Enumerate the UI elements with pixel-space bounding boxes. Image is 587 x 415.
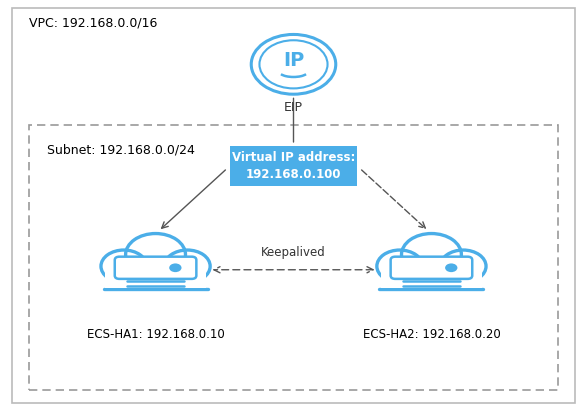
FancyBboxPatch shape <box>381 268 482 288</box>
Text: ECS-HA2: 192.168.0.20: ECS-HA2: 192.168.0.20 <box>363 328 500 341</box>
FancyBboxPatch shape <box>12 8 575 403</box>
Circle shape <box>164 250 210 283</box>
Circle shape <box>259 40 328 88</box>
Circle shape <box>440 250 486 283</box>
FancyBboxPatch shape <box>105 268 206 288</box>
FancyBboxPatch shape <box>390 256 472 279</box>
Circle shape <box>126 234 185 276</box>
FancyBboxPatch shape <box>379 266 483 289</box>
Circle shape <box>377 250 423 283</box>
FancyBboxPatch shape <box>230 146 356 186</box>
Text: Subnet: 192.168.0.0/24: Subnet: 192.168.0.0/24 <box>47 143 195 156</box>
Text: EIP: EIP <box>284 101 303 114</box>
Circle shape <box>101 250 147 283</box>
Text: ECS-HA1: 192.168.0.10: ECS-HA1: 192.168.0.10 <box>87 328 224 341</box>
Text: IP: IP <box>283 51 304 70</box>
FancyBboxPatch shape <box>29 124 558 390</box>
Circle shape <box>169 264 181 272</box>
Circle shape <box>251 34 336 94</box>
Text: Virtual IP address:
192.168.0.100: Virtual IP address: 192.168.0.100 <box>232 151 355 181</box>
FancyBboxPatch shape <box>103 266 208 289</box>
Text: Keepalived: Keepalived <box>261 247 326 259</box>
FancyBboxPatch shape <box>114 256 196 279</box>
Text: VPC: 192.168.0.0/16: VPC: 192.168.0.0/16 <box>29 17 158 29</box>
Circle shape <box>445 264 457 272</box>
Circle shape <box>402 234 461 276</box>
